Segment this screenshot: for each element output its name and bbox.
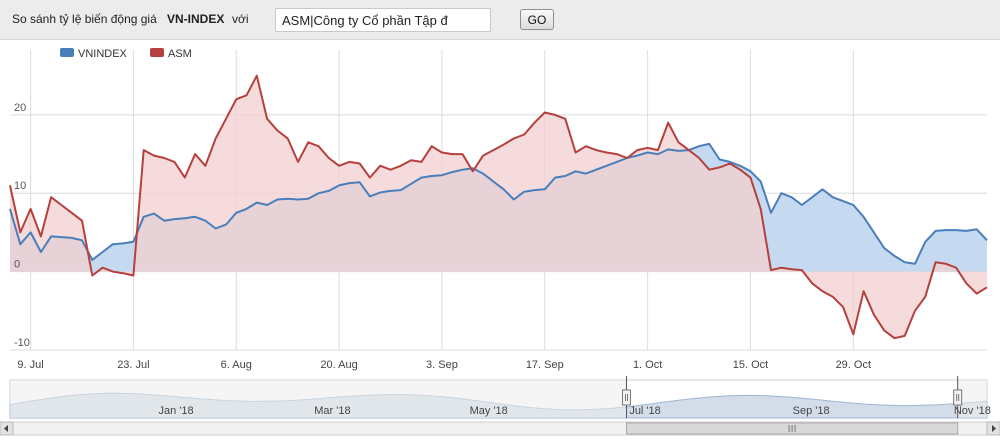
navigator-label: Sep '18	[793, 405, 830, 417]
symbol-search-input[interactable]	[275, 8, 491, 32]
navigator-right-handle[interactable]	[953, 389, 963, 406]
navigator-label: Jul '18	[629, 405, 660, 417]
x-tick-label: 3. Sep	[426, 359, 458, 371]
chart-lines	[9, 74, 988, 340]
navigator-mask-right	[957, 380, 987, 418]
compare-label: So sánh tỷ lệ biến động giá	[12, 12, 157, 26]
x-tick-label: 9. Jul	[17, 359, 43, 371]
y-axis-ticks: -10 0 10 20	[14, 102, 30, 349]
series-line-asm	[9, 74, 988, 340]
y-tick-label: 10	[14, 180, 26, 192]
legend-label-asm: ASM	[168, 48, 192, 60]
x-tick-label: 29. Oct	[836, 359, 871, 371]
x-axis-ticks: 9. Jul 23. Jul 6. Aug 20. Aug 3. Sep 17. Sep 1…	[17, 359, 871, 371]
navigator-left-handle[interactable]	[621, 389, 631, 406]
x-tick-label: 6. Aug	[221, 359, 252, 371]
y-tick-label: -10	[14, 337, 30, 349]
range-navigator[interactable]: Jan '18 Mar '18 May '18 Jul '18 Sep '18 Nov '…	[0, 376, 1000, 436]
with-label: với	[232, 12, 249, 26]
legend-label-vnindex: VNINDEX	[78, 48, 128, 60]
navigator-label: Nov '18	[954, 405, 991, 417]
navigator-mask-left	[10, 380, 627, 418]
comparison-toolbar: So sánh tỷ lệ biến động giá VN-INDEX với…	[0, 0, 1000, 40]
legend-swatch-asm	[150, 48, 164, 57]
x-tick-label: 1. Oct	[633, 359, 662, 371]
navigator-label: Mar '18	[314, 405, 350, 417]
chart-areas	[10, 75, 987, 339]
y-tick-label: 20	[14, 102, 26, 114]
chevron-left-icon	[4, 425, 8, 432]
navigator-label: May '18	[470, 405, 508, 417]
x-tick-label: 20. Aug	[320, 359, 357, 371]
legend-swatch-vnindex	[60, 48, 74, 57]
comparison-chart: -10 0 10 20 9. Jul 23. Jul 6. Aug 20. Aug 3. Se…	[0, 48, 1000, 436]
x-tick-label: 23. Jul	[117, 359, 149, 371]
chevron-right-icon	[992, 425, 996, 432]
y-tick-label: 0	[14, 259, 20, 271]
series-line-vnindex	[9, 142, 988, 265]
index-name-label: VN-INDEX	[167, 12, 225, 26]
navigator-label: Jan '18	[159, 405, 194, 417]
x-tick-label: 17. Sep	[526, 359, 564, 371]
x-tick-label: 15. Oct	[733, 359, 768, 371]
go-button[interactable]: GO	[520, 9, 554, 30]
series-area-asm	[10, 75, 987, 339]
chart-legend: VNINDEX ASM	[60, 48, 192, 60]
